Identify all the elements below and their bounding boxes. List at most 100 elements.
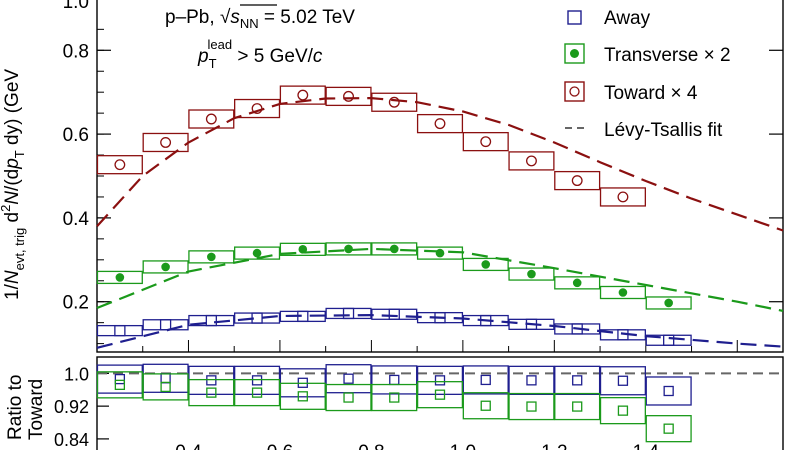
syst-box: [234, 312, 281, 324]
pt-sub: T: [209, 56, 217, 71]
system-label: p–Pb, √sNN = 5.02 TeV: [165, 7, 355, 31]
syst-box: [325, 86, 372, 107]
ratio-data-point: [297, 391, 308, 402]
ratio-syst-box: [371, 365, 418, 395]
data-point: [664, 298, 673, 308]
ratio-data-point: [251, 387, 263, 398]
data-point: [205, 113, 217, 125]
ratio-syst-box: [508, 365, 555, 395]
data-point: [251, 103, 263, 114]
data-point: [571, 323, 583, 335]
fit-curve-2: [96, 96, 784, 232]
syst-box: [554, 276, 601, 290]
data-point: [344, 244, 353, 254]
ratio-syst-box: [325, 383, 372, 412]
data-point: [481, 260, 491, 269]
nn-sub: NN: [240, 16, 259, 31]
x-tick-label: 1.2: [541, 442, 567, 450]
data-point: [525, 318, 538, 330]
ratio-syst-box: [234, 378, 281, 407]
x-tick-label: 0.4: [175, 442, 202, 450]
legend-label-away: Away: [604, 8, 651, 29]
ylabel-part-1: N: [2, 270, 23, 284]
data-point: [527, 269, 536, 279]
ratio-data-point: [114, 373, 126, 385]
data-point: [435, 248, 445, 258]
x-tick-label: 0.6: [267, 442, 293, 450]
data-point: [114, 324, 126, 337]
syst-box: [279, 242, 326, 256]
ylabel-part-6: /(d: [2, 169, 23, 191]
ratio-syst-box: [234, 365, 281, 395]
ratio-syst-box: [462, 392, 509, 420]
s-label: s: [230, 7, 240, 28]
pt-sup: lead: [208, 37, 233, 52]
ratio-data-point: [343, 373, 354, 384]
ratio-syst-box: [325, 364, 372, 394]
data-point: [480, 136, 492, 148]
syst-box: [142, 260, 189, 274]
fit-curve-1: [96, 247, 784, 312]
data-point: [526, 155, 537, 167]
data-point: [297, 89, 309, 101]
ratio-y-tick-label: 1.0: [64, 364, 89, 384]
legend-label-transverse: Transverse × 2: [604, 45, 731, 66]
data-point: [389, 244, 399, 254]
ratio-syst-box: [554, 392, 601, 421]
syst-box: [325, 307, 372, 320]
data-point: [388, 96, 400, 108]
syst-box: [599, 285, 646, 300]
ratio-data-point: [617, 375, 629, 386]
ratio-syst-box: [188, 365, 235, 395]
y-tick-label: 0.8: [63, 41, 89, 62]
legend-box-transverse: [564, 43, 585, 64]
data-point: [161, 262, 170, 272]
syst-box: [234, 98, 281, 119]
data-point: [388, 308, 400, 320]
ratio-data-point: [526, 401, 537, 412]
data-point: [115, 273, 125, 282]
ylabel-part-7: p: [2, 158, 23, 170]
data-point: [434, 311, 446, 324]
syst-box: [96, 155, 143, 175]
ratio-data-point: [206, 387, 217, 398]
syst-box: [416, 113, 464, 134]
ratio-data-point: [389, 392, 400, 403]
legend-marker-transverse: [570, 49, 579, 58]
data-point: [572, 278, 582, 288]
y-tick-label: 0.4: [63, 209, 90, 230]
syst-box: [234, 246, 281, 260]
syst-box: [325, 242, 372, 256]
ratio-syst-box: [508, 392, 555, 421]
syst-box: [279, 85, 326, 105]
ratio-data-point: [480, 374, 491, 386]
data-point: [159, 319, 172, 331]
syst-box: [508, 267, 555, 281]
system-prefix: p–Pb,: [165, 7, 220, 28]
syst-box: [188, 109, 235, 129]
ratio-data-point: [663, 423, 674, 434]
ratio-panel: 0.84 0.92 1.0 0.4 0.6 0.8 1.0 1.2 1.4: [54, 356, 784, 450]
ylabel-part-3: d: [2, 212, 23, 228]
ratio-data-point: [663, 385, 674, 397]
data-point: [617, 329, 629, 341]
syst-box: [371, 308, 418, 320]
data-point: [114, 159, 126, 171]
legend-label-fit: Lévy-Tsallis fit: [604, 120, 723, 141]
pt-p: p: [197, 46, 209, 67]
data-point: [297, 310, 309, 323]
syst-box: [462, 257, 509, 272]
ratio-data-point: [617, 405, 629, 416]
legend-box-toward: [564, 81, 585, 102]
data-point: [434, 118, 446, 130]
ratio-syst-box: [371, 383, 418, 412]
data-point: [663, 334, 675, 346]
ratio-data-point: [480, 400, 491, 411]
syst-box: [371, 242, 418, 256]
data-point: [251, 312, 263, 324]
sqrt-symbol: √: [220, 7, 231, 28]
legend-marker-away: [567, 10, 582, 25]
ratio-y-tick-label: 0.92: [54, 397, 89, 417]
ratio-syst-box: [554, 365, 601, 395]
